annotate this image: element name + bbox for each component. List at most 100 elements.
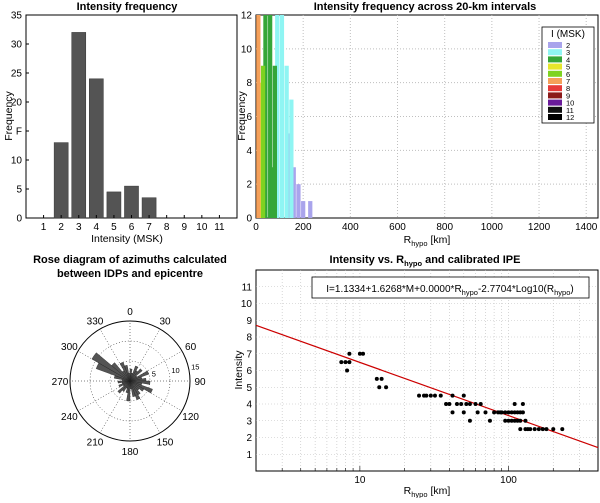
chart2-ylabel: Frequency	[236, 90, 248, 140]
x-tick-label: 4	[94, 222, 100, 233]
legend-label-6: 6	[566, 70, 570, 79]
y-tick-label: 9	[246, 316, 252, 327]
rose-title-line1: Rose diagram of azimuths calculated	[33, 254, 227, 266]
rose-angle-label: 210	[87, 438, 104, 449]
bar-i2-160km	[291, 167, 296, 218]
data-point	[464, 402, 469, 406]
y-tick-label: 0	[16, 214, 22, 225]
rose-petal-225	[117, 380, 131, 394]
rose-title-line2: between IDPs and epicentre	[57, 268, 203, 280]
data-point	[461, 410, 466, 415]
intensity-frequency-chart: Intensity frequency 1 2 3 4 5 6 7 8 9 10 110510F20…	[3, 1, 238, 245]
y-tick-label: 1	[246, 450, 252, 461]
legend-swatch-2	[548, 42, 562, 48]
x-tick-label: 11	[214, 222, 225, 233]
data-point	[347, 351, 352, 356]
data-point	[467, 418, 472, 423]
y-tick-label: 11	[242, 282, 253, 293]
bar-i4-60km	[268, 15, 273, 218]
intensity-vs-distance-chart: Intensity vs. Rhypo and calibrated IPE 1…	[233, 254, 599, 499]
rose-petal-115	[129, 380, 153, 394]
data-point	[447, 402, 452, 406]
rose-angle-label: 270	[52, 377, 69, 388]
x-tick-label: 7	[146, 222, 152, 233]
data-point	[512, 402, 517, 406]
legend-label-11: 11	[566, 106, 574, 115]
data-point	[515, 418, 520, 423]
rose-petal-355	[128, 372, 131, 382]
rose-angle-label: 0	[127, 307, 133, 318]
legend-label-7: 7	[566, 77, 570, 86]
data-point	[343, 360, 348, 365]
rose-petal-345	[124, 365, 131, 382]
x-tick-label: 1200	[528, 222, 551, 233]
legend-label-9: 9	[566, 91, 570, 100]
fit-line	[255, 324, 599, 449]
bar-i3-130km	[284, 65, 289, 218]
data-point	[499, 410, 504, 415]
y-tick-label: 3	[246, 416, 252, 427]
data-point	[454, 402, 459, 406]
data-point	[450, 410, 455, 415]
data-point	[520, 410, 525, 415]
data-point	[361, 351, 366, 356]
data-point	[461, 393, 466, 398]
rose-angle-label: 150	[157, 438, 174, 449]
x-tick-label: 600	[389, 222, 406, 233]
eq-part2: -2.7704*Log10(R	[478, 284, 554, 295]
rose-radial-label: 15	[191, 363, 199, 372]
data-point	[345, 368, 350, 373]
x-tick-label: 5	[111, 222, 117, 233]
data-point	[432, 393, 437, 398]
legend-swatch-3	[548, 49, 562, 56]
y-tick-label: 10	[241, 44, 253, 55]
legend-label-4: 4	[566, 55, 570, 64]
legend-swatch-6	[548, 70, 562, 77]
bar-i3-150km	[289, 99, 294, 218]
y-tick-label: 4	[246, 146, 252, 157]
bar-i4-40km	[263, 15, 268, 218]
rose-angle-label: 330	[87, 316, 104, 327]
data-point	[417, 393, 422, 398]
chart1-title: Intensity frequency	[77, 1, 179, 13]
equation-box	[311, 276, 590, 299]
y-tick-label: 2	[246, 180, 252, 191]
data-point	[444, 402, 449, 406]
data-point	[438, 393, 443, 398]
data-point	[544, 427, 549, 432]
rose-angle-label: 120	[182, 412, 199, 423]
bar-i3-110km	[279, 15, 285, 218]
data-point	[339, 360, 344, 365]
y-tick-label: 0	[246, 214, 252, 225]
rose-angle-label: 180	[122, 447, 139, 458]
data-point	[523, 418, 528, 423]
data-point	[540, 427, 545, 432]
intensity-distance-histogram: Intensity frequency across 20-km interva…	[236, 1, 599, 248]
bar-i6-30km	[260, 65, 266, 218]
rose-petal-155	[129, 380, 141, 401]
y-tick-label: 35	[11, 11, 23, 22]
bar-i2-200km	[301, 201, 306, 218]
data-point	[503, 410, 508, 415]
ipe-equation: I=1.1334+1.6268*M+0.0000*Rhypo-2.7704*Lo…	[326, 284, 573, 297]
chart1-xlabel: Intensity (MSK)	[91, 233, 163, 245]
rose-petal-265	[117, 380, 131, 384]
x-tick-label: 8	[164, 222, 170, 233]
legend-swatch-5	[548, 63, 562, 70]
y-tick-label: 10	[241, 299, 253, 310]
bar-intensity-5	[106, 191, 122, 219]
bar-intensity-4	[89, 78, 104, 219]
x-tick-label: 3	[76, 222, 82, 233]
rose-petal-335	[119, 361, 131, 382]
legend-swatch-10	[548, 99, 562, 106]
data-point	[459, 402, 464, 406]
bar-i3-90km	[275, 15, 280, 218]
legend-label-10: 10	[566, 99, 574, 108]
rose-petal-165	[129, 380, 136, 397]
chart4-title: Intensity vs. Rhypo and calibrated IPE	[330, 254, 521, 268]
y-tick-label: 20	[11, 98, 23, 109]
eq-sub1: hypo	[462, 288, 478, 297]
legend-label-2: 2	[566, 41, 570, 50]
chart4-xlabel-main: R	[404, 485, 412, 497]
data-point	[509, 418, 514, 423]
